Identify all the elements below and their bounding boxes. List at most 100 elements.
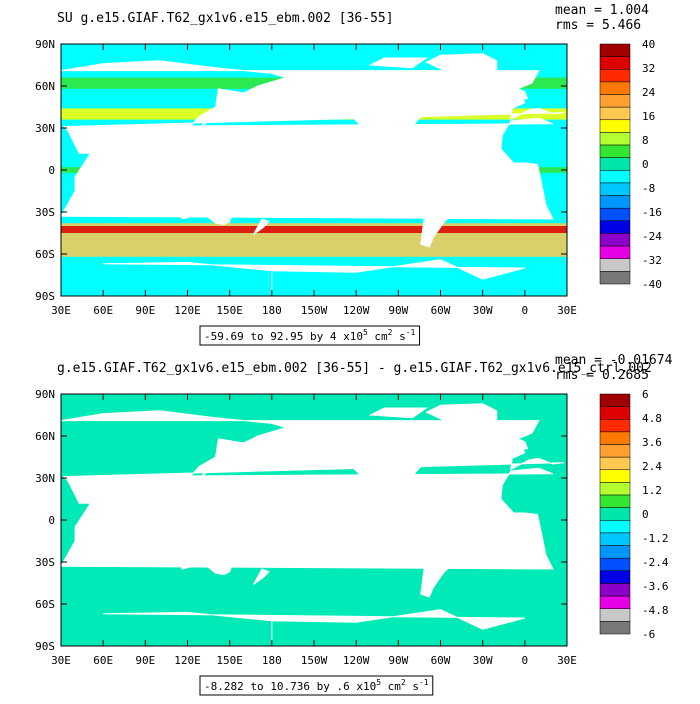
range-label-box — [199, 325, 421, 346]
land-mass-5 — [288, 421, 445, 510]
range-label-part: 5 — [376, 678, 381, 687]
x-tick-label: 0 — [522, 304, 529, 317]
range-label-part: -1 — [406, 328, 416, 337]
colorbar-swatch — [599, 94, 631, 108]
colorbar-swatch — [599, 56, 631, 70]
colorbar-swatch — [599, 245, 631, 259]
x-tick-label: 90E — [135, 654, 155, 667]
y-tick-label: 60N — [35, 430, 55, 443]
field-band-2 — [61, 226, 567, 233]
colorbar-label: -2.4 — [642, 556, 669, 569]
x-tick-label: 60W — [431, 654, 451, 667]
colorbar-label: 6 — [642, 388, 649, 401]
land-mass-3 — [178, 534, 235, 576]
land-mass-6 — [425, 53, 498, 87]
y-tick-label: 30N — [35, 122, 55, 135]
x-tick-label: 150W — [301, 654, 328, 667]
x-tick-label: 180 — [262, 304, 282, 317]
range-label-text: -59.69 to 92.95 by 4 x105 cm2 s-1 — [204, 328, 416, 343]
x-tick-label: 60W — [431, 304, 451, 317]
land-mass-wrap-13 — [10, 89, 21, 100]
colorbar-swatch — [599, 608, 631, 622]
range-label: -8.282 to 10.736 by .6 x105 cm2 s-1 — [199, 675, 434, 696]
land-mass-12 — [253, 568, 270, 585]
x-tick-label: 120E — [174, 304, 201, 317]
x-tick-label: 150W — [301, 304, 328, 317]
colorbar-swatch — [599, 157, 631, 171]
chart-panel-bottom: 30E 60E 90E 120E 150E 180 150W 120W 90W 60W 30W 0 30… — [0, 350, 700, 700]
land-mass-11 — [80, 185, 90, 206]
colorbar-label: -32 — [642, 254, 662, 267]
land-mass-wrap-2 — [0, 411, 58, 509]
y-tick-label: 60N — [35, 80, 55, 93]
colorbar-label: -4.8 — [642, 604, 669, 617]
colorbar-swatch — [599, 570, 631, 584]
land-mass-13 — [515, 88, 529, 101]
colorbar-swatch — [599, 119, 631, 133]
land-mass-4 — [411, 508, 477, 598]
stat-rms: rms = 5.466 — [555, 18, 641, 33]
range-label-part: -59.69 to 92.95 by 4 x10 — [204, 330, 363, 343]
colorbar-label: -40 — [642, 278, 662, 291]
x-tick-label: 60E — [93, 304, 113, 317]
colorbar-swatch — [599, 182, 631, 196]
x-tick-label: 120W — [343, 654, 370, 667]
colorbar-label: -24 — [642, 230, 662, 243]
colorbar-swatch — [599, 271, 631, 285]
colorbar-swatch — [599, 482, 631, 496]
colorbar-label: 2.4 — [642, 460, 662, 473]
x-tick-label: 180 — [262, 654, 282, 667]
y-tick-label: 90S — [35, 290, 55, 303]
x-tick-label: 30E — [51, 304, 71, 317]
x-tick-label: 30W — [473, 654, 493, 667]
colorbar-swatch — [599, 444, 631, 458]
land-mass-10 — [201, 110, 220, 127]
land-mass-6 — [425, 403, 498, 437]
chart-svg-bottom: 30E 60E 90E 120E 150E 180 150W 120W 90W 60W 30W 0 30… — [0, 353, 673, 696]
colorbar-swatch — [599, 220, 631, 234]
colorbar-swatch — [599, 233, 631, 247]
colorbar-label: 8 — [642, 134, 649, 147]
land-mass-wrap-7 — [0, 260, 19, 296]
x-tick-label: 30W — [473, 304, 493, 317]
y-tick-label: 90N — [35, 38, 55, 51]
x-tick-label: 90W — [388, 304, 408, 317]
plot-area — [0, 394, 567, 646]
colorbar-label: 4.8 — [642, 412, 662, 425]
land-mass-9 — [202, 170, 232, 185]
plot-area — [0, 44, 567, 296]
x-tick-label: 120W — [343, 304, 370, 317]
colorbar-swatch — [599, 258, 631, 272]
x-tick-label: 90W — [388, 654, 408, 667]
land-mass-7 — [103, 259, 525, 296]
land-mass-4 — [411, 158, 477, 248]
colorbar-label: 0 — [642, 158, 649, 171]
colorbar-label: 3.6 — [642, 436, 662, 449]
range-label-part: s — [406, 680, 419, 693]
colorbar-swatch — [599, 419, 631, 433]
colorbar-label: 24 — [642, 86, 656, 99]
colorbar-label: -8 — [642, 182, 655, 195]
range-label-box — [199, 675, 434, 696]
range-label-part: 2 — [401, 678, 406, 687]
y-tick-label: 30S — [35, 206, 55, 219]
range-label-part: -8.282 to 10.736 by .6 x10 — [204, 680, 376, 693]
colorbar-swatch — [599, 144, 631, 158]
x-tick-label: 30E — [51, 654, 71, 667]
range-label-part: s — [392, 330, 405, 343]
range-label-part: cm — [368, 330, 388, 343]
x-tick-label: 90E — [135, 304, 155, 317]
range-label-part: 5 — [363, 328, 368, 337]
land-mass-7 — [103, 609, 525, 646]
colorbar-swatch — [599, 170, 631, 184]
x-tick-label: 30E — [557, 654, 577, 667]
land-mass-3 — [178, 184, 235, 226]
land-mass-14 — [368, 407, 428, 419]
x-tick-label: 120E — [174, 654, 201, 667]
y-tick-label: 60S — [35, 598, 55, 611]
y-tick-label: 60S — [35, 248, 55, 261]
y-tick-label: 0 — [48, 164, 55, 177]
colorbar-label: -6 — [642, 628, 655, 641]
land-mass-wrap-7 — [0, 610, 19, 646]
land-mass-14 — [368, 57, 428, 69]
